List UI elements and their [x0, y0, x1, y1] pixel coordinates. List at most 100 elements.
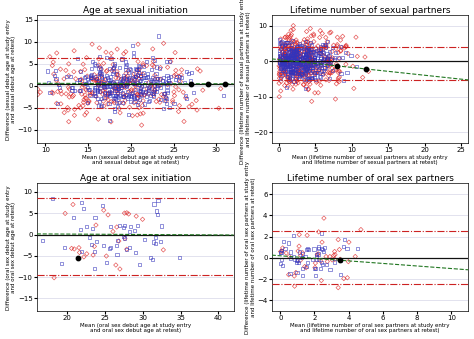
- Point: [305, 55, 312, 61]
- Point: [323, 59, 331, 64]
- Point: [308, 50, 316, 56]
- Point: [100, 94, 108, 100]
- Point: [126, 104, 133, 110]
- Point: [300, 82, 307, 87]
- Point: [112, 75, 119, 80]
- Point: [105, 83, 113, 88]
- Point: [280, 67, 288, 73]
- Point: [309, 62, 317, 67]
- Point: [304, 62, 312, 68]
- Point: [117, 83, 124, 88]
- Point: [277, 46, 285, 52]
- Point: [139, 103, 146, 108]
- Point: [170, 73, 178, 78]
- Point: [304, 53, 311, 58]
- Point: [354, 245, 361, 251]
- Point: [84, 85, 91, 91]
- Point: [314, 251, 322, 257]
- Point: [310, 32, 318, 37]
- Point: [338, 55, 346, 60]
- Point: [139, 75, 147, 80]
- Point: [278, 43, 286, 48]
- Point: [280, 44, 288, 50]
- Point: [281, 65, 288, 71]
- Point: [324, 56, 332, 62]
- Point: [75, 103, 82, 108]
- Point: [311, 51, 319, 57]
- Point: [304, 76, 311, 81]
- Point: [113, 99, 120, 105]
- Point: [118, 85, 125, 91]
- Point: [276, 71, 283, 76]
- Point: [278, 60, 286, 65]
- Point: [286, 63, 293, 68]
- Point: [327, 57, 335, 62]
- Point: [289, 66, 296, 71]
- Point: [157, 85, 164, 91]
- Point: [109, 93, 117, 98]
- Point: [125, 82, 132, 87]
- Point: [49, 196, 56, 201]
- Point: [89, 76, 97, 82]
- Point: [294, 63, 301, 68]
- Point: [295, 68, 302, 73]
- Point: [178, 67, 185, 73]
- Point: [49, 91, 57, 96]
- Point: [85, 79, 92, 84]
- Point: [77, 69, 84, 74]
- Point: [132, 74, 140, 79]
- Point: [340, 244, 347, 250]
- Point: [284, 43, 292, 49]
- Point: [334, 35, 341, 40]
- Point: [91, 248, 99, 254]
- Point: [106, 245, 114, 250]
- Point: [106, 89, 114, 95]
- Point: [153, 80, 161, 86]
- Point: [123, 80, 131, 86]
- Point: [118, 56, 126, 62]
- Point: [292, 76, 300, 82]
- Point: [299, 57, 307, 62]
- Point: [301, 71, 309, 77]
- Point: [311, 55, 319, 60]
- Point: [220, 93, 228, 98]
- Point: [292, 66, 299, 72]
- Point: [177, 72, 185, 78]
- Point: [151, 90, 158, 95]
- Point: [279, 58, 286, 64]
- Point: [99, 88, 107, 94]
- Point: [156, 239, 164, 244]
- Point: [315, 67, 322, 72]
- Point: [314, 69, 321, 75]
- Point: [143, 94, 150, 99]
- Point: [313, 252, 321, 258]
- Point: [119, 82, 127, 87]
- Point: [116, 93, 124, 98]
- Point: [292, 50, 300, 56]
- Point: [137, 86, 144, 92]
- Point: [77, 77, 85, 82]
- Point: [84, 77, 91, 82]
- Point: [96, 45, 103, 51]
- Point: [108, 51, 115, 56]
- Point: [101, 84, 109, 89]
- Point: [107, 119, 115, 124]
- Point: [146, 93, 154, 98]
- Point: [167, 59, 174, 64]
- Point: [289, 45, 297, 51]
- Point: [108, 68, 116, 73]
- Point: [319, 31, 326, 36]
- Point: [121, 85, 129, 90]
- Point: [302, 67, 310, 72]
- Point: [304, 36, 311, 42]
- Point: [279, 58, 287, 63]
- Point: [279, 68, 286, 73]
- Point: [281, 53, 288, 59]
- Point: [305, 63, 312, 69]
- Point: [134, 81, 142, 87]
- Point: [116, 266, 124, 272]
- Point: [276, 51, 283, 56]
- Point: [88, 91, 96, 96]
- Point: [296, 60, 304, 65]
- Point: [115, 95, 122, 100]
